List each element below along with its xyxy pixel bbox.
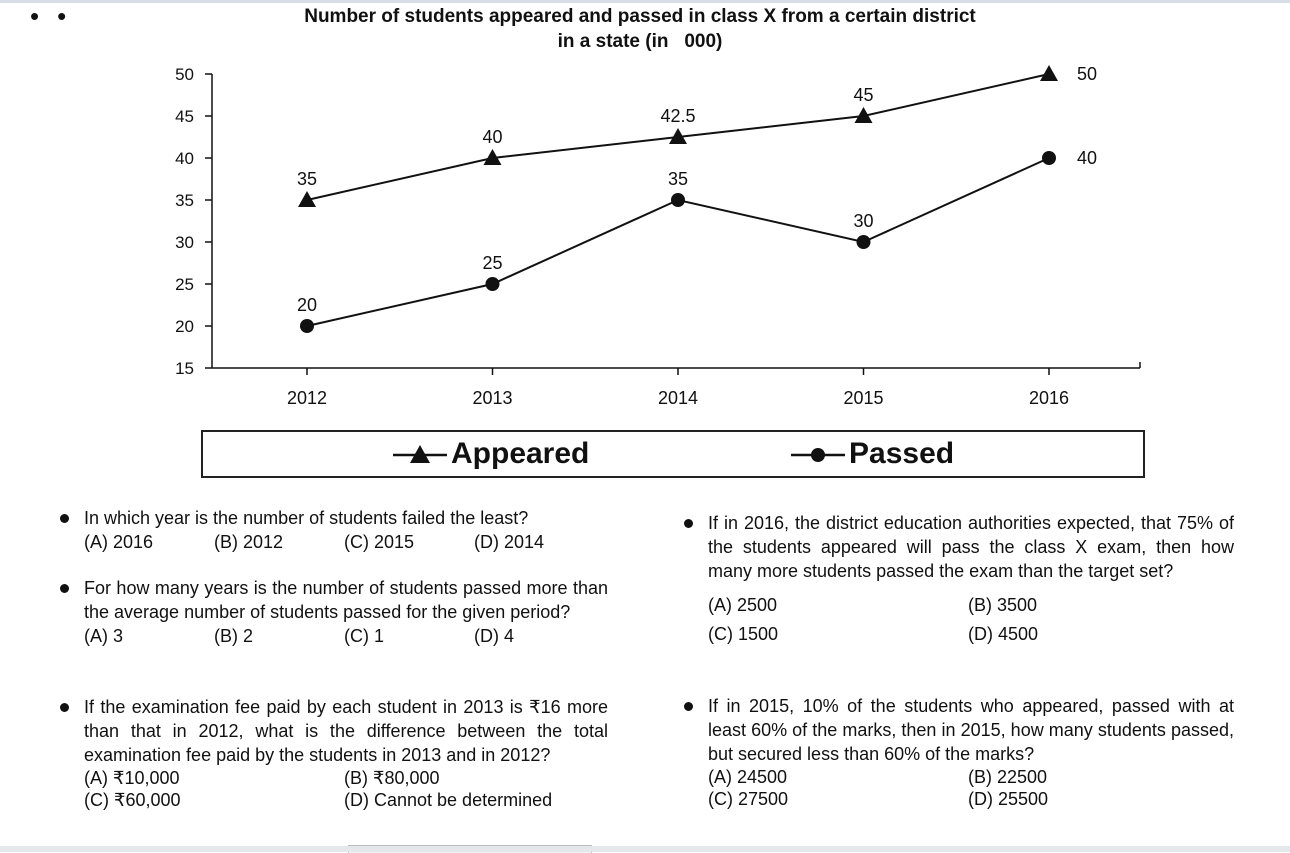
chart-legend: Appeared Passed — [201, 430, 1145, 478]
data-label: 20 — [297, 295, 317, 315]
x-tick-label: 2012 — [287, 388, 327, 408]
x-tick-label: 2015 — [843, 388, 883, 408]
triangle-marker-icon — [393, 445, 447, 463]
y-tick-label: 35 — [175, 191, 194, 210]
passed-point — [671, 193, 685, 207]
legend-item-appeared: Appeared — [393, 437, 589, 471]
passed-point — [856, 235, 871, 249]
x-tick-label: 2013 — [472, 388, 512, 408]
option-b[interactable]: (B) 22500 — [968, 767, 1048, 787]
option-b[interactable]: (B) 2012 — [214, 532, 284, 552]
question-stem: If the examination fee paid by each stud… — [58, 695, 608, 767]
passed-point — [1042, 151, 1056, 165]
data-label: 35 — [297, 169, 317, 189]
data-label: 50 — [1077, 64, 1097, 84]
question-options: (A) 2016 (B) 2012 (C) 2015 (D) 2014 — [58, 530, 618, 554]
appeared-point — [483, 149, 502, 165]
top-border — [0, 0, 1290, 3]
appeared-point — [854, 107, 873, 123]
option-a[interactable]: (A) 2016 — [84, 532, 154, 552]
legend-item-passed: Passed — [791, 437, 954, 471]
chart-title-line2: in a state (in 000) — [557, 31, 723, 52]
bottom-border — [0, 846, 1290, 852]
y-tick-label: 25 — [175, 275, 194, 294]
question-4: If in 2016, the district education autho… — [682, 511, 1234, 649]
option-d[interactable]: (D) Cannot be determined — [344, 790, 553, 810]
question-3: If the examination fee paid by each stud… — [58, 695, 608, 811]
option-b[interactable]: (B) 3500 — [968, 595, 1038, 615]
question-stem: In which year is the number of students … — [58, 506, 618, 530]
option-c[interactable]: (C) 2015 — [344, 532, 415, 552]
option-c[interactable]: (C) ₹60,000 — [84, 790, 181, 810]
option-d[interactable]: (D) 2014 — [474, 532, 545, 552]
question-options: (A) ₹10,000 (B) ₹80,000 (C) ₹60,000 (D) … — [58, 767, 608, 811]
data-label: 45 — [853, 85, 873, 105]
data-label: 35 — [668, 169, 688, 189]
question-1: In which year is the number of students … — [58, 506, 618, 554]
bullet-dots-decoration: •• — [30, 1, 85, 31]
question-options: (A) 2500 (B) 3500 (C) 1500 (D) 4500 — [682, 591, 1234, 649]
data-label: 25 — [482, 253, 502, 273]
question-2: For how many years is the number of stud… — [58, 576, 608, 648]
legend-label-passed: Passed — [849, 437, 955, 470]
option-c[interactable]: (C) 1500 — [708, 624, 779, 644]
circle-marker-icon — [791, 448, 845, 462]
y-tick-label: 20 — [175, 317, 194, 336]
data-label: 40 — [1077, 148, 1097, 168]
question-options: (A) 24500 (B) 22500 (C) 27500 (D) 25500 — [682, 766, 1234, 810]
legend-label-appeared: Appeared — [451, 437, 590, 470]
passed-point — [300, 319, 314, 333]
y-tick-label: 30 — [175, 233, 194, 252]
question-options: (A) 3 (B) 2 (C) 1 (D) 4 — [58, 624, 608, 648]
appeared-point — [669, 128, 687, 144]
option-b[interactable]: (B) 2 — [214, 626, 254, 646]
x-tick-label: 2016 — [1029, 388, 1069, 408]
option-d[interactable]: (D) 4500 — [968, 624, 1039, 644]
data-label: 30 — [853, 211, 873, 231]
option-a[interactable]: (A) 2500 — [708, 595, 778, 615]
appeared-point — [298, 191, 316, 207]
y-tick-label: 50 — [175, 65, 194, 84]
option-c[interactable]: (C) 1 — [344, 626, 384, 646]
question-stem: If in 2015, 10% of the students who appe… — [682, 694, 1234, 766]
question-stem: If in 2016, the district education autho… — [682, 511, 1234, 583]
option-c[interactable]: (C) 27500 — [708, 789, 789, 809]
question-5: If in 2015, 10% of the students who appe… — [682, 694, 1234, 810]
y-tick-label: 40 — [175, 149, 194, 168]
chart-title-line1: Number of students appeared and passed i… — [304, 6, 976, 27]
option-d[interactable]: (D) 25500 — [968, 789, 1049, 809]
line-chart: 15 20 25 30 35 40 45 50 2012 2013 2014 2015 2016 35 40… — [175, 64, 1141, 408]
chart-title: Number of students appeared and passed i… — [210, 4, 1070, 54]
option-a[interactable]: (A) ₹10,000 — [84, 768, 180, 788]
appeared-point — [1040, 65, 1058, 81]
question-stem: For how many years is the number of stud… — [58, 576, 608, 624]
option-d[interactable]: (D) 4 — [474, 626, 514, 646]
y-tick-label: 45 — [175, 107, 194, 126]
passed-point — [485, 277, 500, 291]
y-tick-label: 15 — [175, 359, 194, 378]
option-b[interactable]: (B) ₹80,000 — [344, 768, 440, 788]
option-a[interactable]: (A) 3 — [84, 626, 124, 646]
data-label: 40 — [482, 127, 502, 147]
option-a[interactable]: (A) 24500 — [708, 767, 788, 787]
data-label: 42.5 — [660, 106, 695, 126]
x-tick-label: 2014 — [658, 388, 698, 408]
